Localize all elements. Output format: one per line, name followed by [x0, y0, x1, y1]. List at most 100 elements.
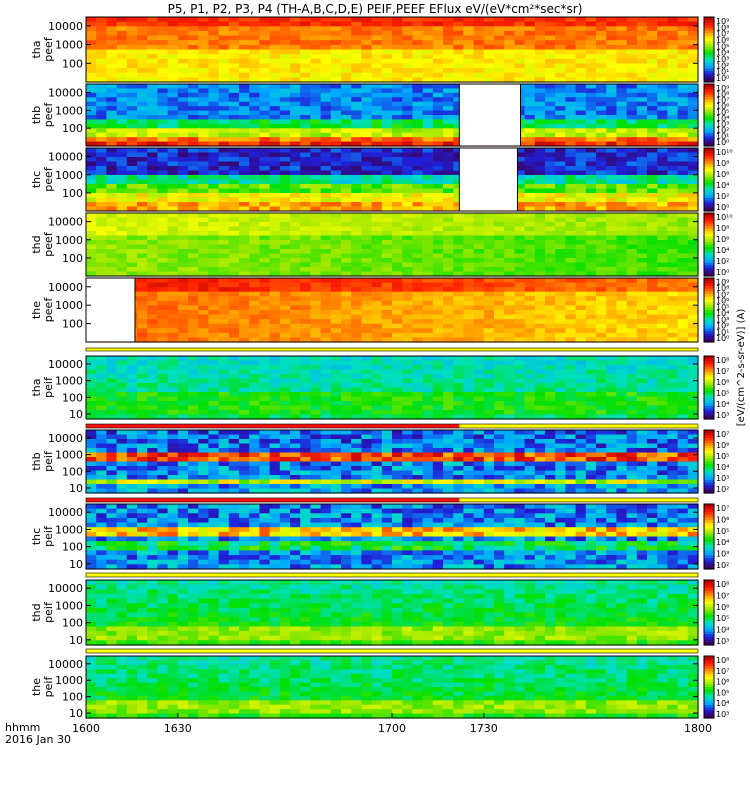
- heatmap-cell: [534, 68, 546, 74]
- heatmap-cell: [494, 58, 505, 65]
- heatmap-cell: [657, 378, 668, 384]
- heatmap-cell: [106, 356, 118, 362]
- heatmap-cell: [402, 44, 413, 51]
- heatmap-cell: [504, 291, 515, 297]
- heatmap-cell: [514, 148, 526, 154]
- heatmap-cell: [290, 84, 301, 90]
- heatmap-cell: [443, 314, 454, 320]
- heatmap-cell: [555, 323, 566, 329]
- heatmap-cell: [596, 282, 607, 288]
- heatmap-cell: [341, 328, 352, 334]
- heatmap-cell: [157, 369, 169, 375]
- heatmap-cell: [116, 378, 128, 384]
- heatmap-cell: [575, 296, 587, 302]
- heatmap-cell: [249, 184, 260, 190]
- heatmap-cell: [198, 188, 209, 194]
- heatmap-cell: [96, 193, 107, 199]
- heatmap-cell: [188, 17, 199, 23]
- heatmap-cell: [218, 378, 230, 384]
- heatmap-cell: [545, 110, 556, 116]
- heatmap-cell: [116, 179, 128, 185]
- heatmap-cell: [412, 314, 424, 320]
- heatmap-cell: [147, 244, 158, 250]
- heatmap-cell: [341, 179, 352, 185]
- heatmap-cell: [657, 49, 668, 55]
- heatmap-cell: [422, 213, 434, 219]
- heatmap-cell: [279, 328, 291, 334]
- heatmap-cell: [208, 119, 220, 125]
- heatmap-cell: [147, 310, 158, 316]
- heatmap-cell: [596, 148, 607, 154]
- heatmap-cell: [239, 387, 250, 393]
- heatmap-cell: [657, 72, 668, 78]
- heatmap-cell: [565, 332, 577, 339]
- heatmap-cell: [667, 202, 679, 208]
- heatmap-cell: [677, 166, 689, 172]
- heatmap-cell: [341, 378, 352, 384]
- heatmap-cell: [208, 166, 220, 172]
- heatmap-cell: [147, 356, 158, 362]
- heatmap-cell: [218, 305, 230, 311]
- heatmap-cell: [412, 35, 424, 41]
- heatmap-cell: [290, 166, 301, 172]
- heatmap-cell: [239, 300, 250, 307]
- heatmap-cell: [330, 44, 342, 51]
- heatmap-cell: [351, 152, 362, 158]
- heatmap-cell: [300, 262, 311, 268]
- heatmap-cell: [239, 267, 250, 273]
- heatmap-cell: [514, 319, 526, 325]
- heatmap-cell: [432, 68, 444, 74]
- heatmap-cell: [361, 226, 373, 232]
- heatmap-cell: [412, 291, 424, 297]
- heatmap-cell: [86, 137, 97, 143]
- heatmap-cell: [657, 258, 668, 264]
- heatmap-cell: [249, 115, 260, 121]
- heatmap-cell: [371, 323, 383, 329]
- heatmap-cell: [463, 26, 475, 32]
- heatmap-cell: [116, 115, 128, 121]
- colorbar-cell: [704, 86, 714, 90]
- heatmap-cell: [687, 296, 699, 302]
- heatmap-cell: [647, 387, 658, 393]
- heatmap-cell: [86, 115, 97, 121]
- heatmap-cell: [687, 123, 699, 129]
- heatmap-cell: [483, 249, 495, 255]
- heatmap-cell: [585, 44, 597, 51]
- heatmap-cell: [198, 106, 209, 112]
- heatmap-cell: [575, 278, 587, 284]
- heatmap-cell: [310, 369, 322, 375]
- heatmap-cell: [320, 132, 332, 138]
- heatmap-cell: [636, 49, 648, 55]
- heatmap-cell: [96, 387, 107, 393]
- heatmap-cell: [453, 328, 464, 334]
- heatmap-cell: [596, 226, 607, 232]
- heatmap-cell: [239, 54, 250, 60]
- heatmap-cell: [167, 235, 179, 241]
- heatmap-cell: [606, 291, 617, 297]
- heatmap-cell: [412, 206, 424, 212]
- heatmap-cell: [667, 92, 679, 98]
- heatmap-cell: [208, 92, 220, 98]
- heatmap-cell: [565, 193, 577, 199]
- heatmap-cell: [565, 282, 577, 288]
- heatmap-cell: [351, 369, 362, 375]
- heatmap-cell: [606, 328, 617, 334]
- heatmap-cell: [422, 328, 434, 334]
- heatmap-cell: [249, 101, 260, 107]
- heatmap-cell: [381, 26, 393, 32]
- heatmap-cell: [534, 253, 546, 259]
- colorbar-cell: [704, 89, 714, 93]
- heatmap-cell: [371, 222, 383, 228]
- heatmap-cell: [279, 387, 291, 393]
- heatmap-cell: [279, 378, 291, 384]
- heatmap-cell: [422, 68, 434, 74]
- heatmap-cell: [626, 115, 638, 121]
- heatmap-cell: [453, 392, 464, 398]
- heatmap-cell: [310, 271, 322, 277]
- heatmap-cell: [290, 193, 301, 199]
- colorbar-cell: [704, 241, 714, 246]
- heatmap-cell: [381, 337, 393, 343]
- heatmap-cell: [575, 101, 587, 107]
- heatmap-cell: [422, 92, 434, 98]
- heatmap-cell: [453, 378, 464, 384]
